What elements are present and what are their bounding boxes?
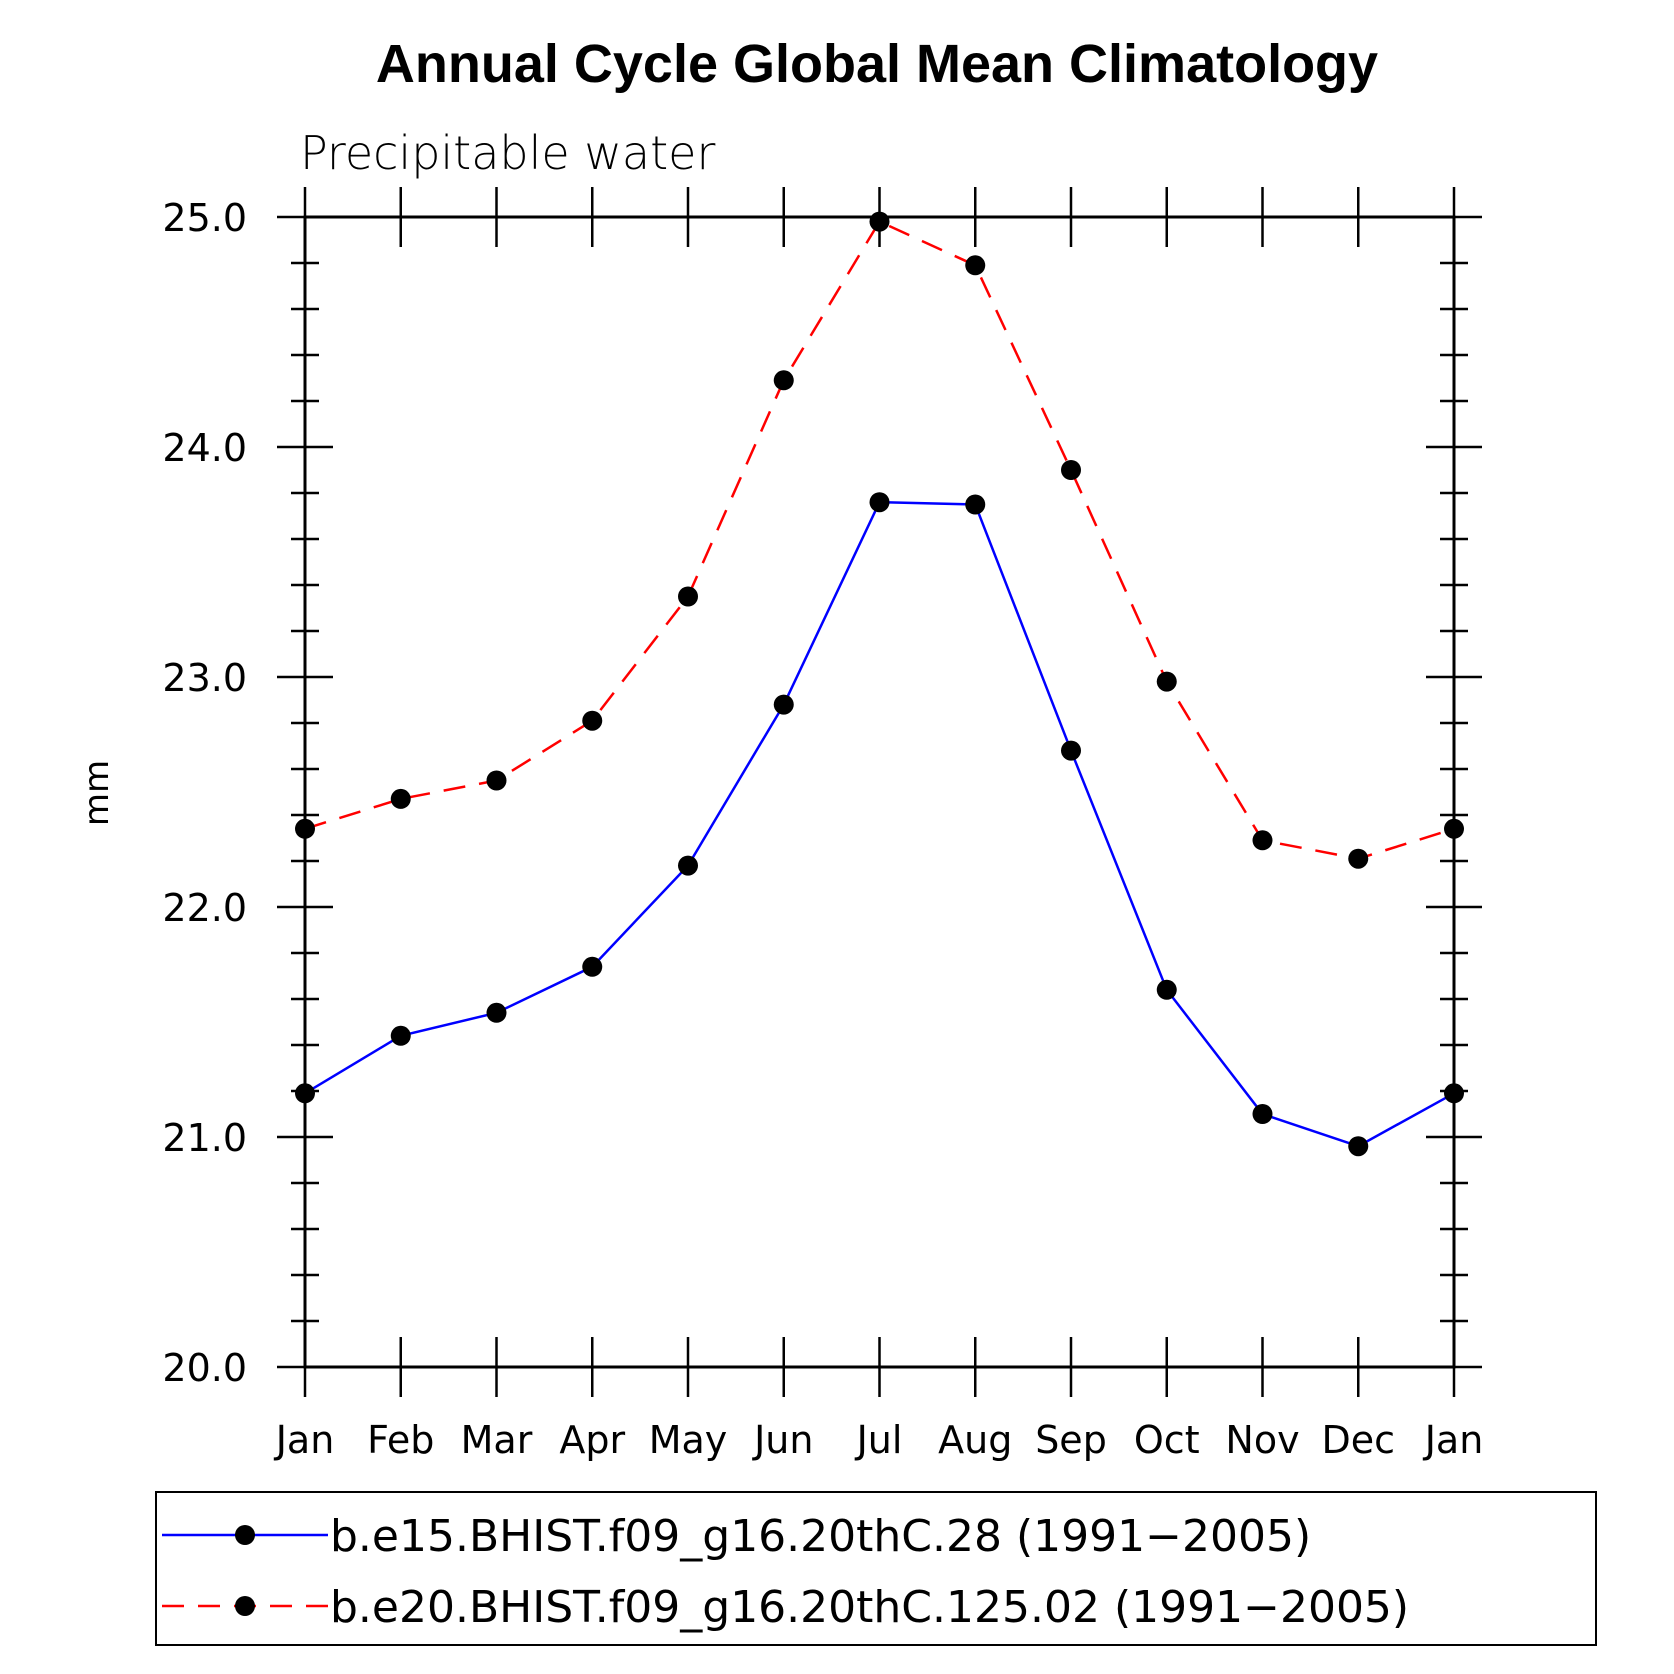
plot-frame [303, 215, 1456, 1369]
series-1-point [1252, 1104, 1273, 1124]
x-tick-label: May [649, 1418, 728, 1462]
series-2-point [1444, 818, 1464, 839]
series-1-point [869, 492, 890, 513]
series-1-point [1444, 1083, 1464, 1104]
series-2-point [678, 586, 698, 607]
y-tick-label: 25.0 [162, 196, 247, 240]
legend-marker-2 [235, 1596, 255, 1616]
legend: b.e15.BHIST.f09_g16.20thC.28 (1991−2005)… [155, 1491, 1597, 1646]
chart-subtitle: Precipitable water [300, 126, 715, 180]
axes: 20.0 21.0 22.0 23.0 24.0 25.0 Jan Feb Mar Apr May J… [162, 187, 1483, 1462]
y-tick-label: 20.0 [162, 1346, 247, 1390]
series-1-point [1348, 1136, 1369, 1157]
series-1-point [1156, 979, 1177, 1000]
series-1-point [390, 1025, 411, 1046]
series-2-point [1061, 460, 1081, 480]
x-tick-label: Sep [1035, 1418, 1107, 1462]
x-tick-label: Apr [559, 1418, 625, 1462]
legend-label-1: b.e15.BHIST.f09_g16.20thC.28 (1991−2005) [330, 1511, 1311, 1562]
series-2-point [390, 788, 411, 809]
legend-marker-1 [235, 1525, 255, 1545]
legend-box [155, 1491, 1597, 1646]
series-2-point [295, 818, 315, 839]
series-1-point [1061, 740, 1081, 761]
x-tick-label: Aug [938, 1418, 1012, 1462]
x-tick-label: Dec [1321, 1418, 1395, 1462]
series-layer [295, 211, 1464, 1157]
x-tick-label: Jan [274, 1418, 335, 1462]
chart-title: Annual Cycle Global Mean Climatology [376, 34, 1378, 94]
series-2-point [582, 710, 603, 731]
series-2-point [1156, 671, 1177, 692]
series-2-point [965, 255, 986, 276]
x-tick-label: Oct [1134, 1418, 1200, 1462]
series-2-point [773, 370, 794, 391]
x-tick-label: Jul [855, 1418, 903, 1462]
series-line-2 [304, 220, 1455, 860]
series-1-point [965, 494, 986, 515]
y-tick-label: 23.0 [162, 656, 247, 700]
x-tick-label: Jan [1423, 1418, 1484, 1462]
y-tick-label: 22.0 [162, 886, 247, 930]
series-2-point [1252, 830, 1273, 851]
y-tick-label: 21.0 [162, 1116, 247, 1160]
x-tick-label: Mar [461, 1418, 533, 1462]
series-line-1 [304, 500, 1455, 1148]
series-1-point [486, 1002, 507, 1023]
x-tick-label: Nov [1225, 1418, 1299, 1462]
series-2-point [486, 770, 507, 791]
series-1-point [295, 1083, 315, 1104]
series-1-point [678, 855, 698, 876]
series-2-point [1348, 848, 1369, 869]
x-tick-label: Jun [752, 1418, 813, 1462]
series-1-point [773, 694, 794, 715]
legend-label-2: b.e20.BHIST.f09_g16.20thC.125.02 (1991−2… [330, 1582, 1409, 1633]
series-2-point [869, 211, 890, 232]
series-1-point [582, 956, 603, 977]
y-axis-title: mm [77, 760, 117, 826]
y-tick-label: 24.0 [162, 426, 247, 470]
x-tick-label: Feb [367, 1418, 434, 1462]
